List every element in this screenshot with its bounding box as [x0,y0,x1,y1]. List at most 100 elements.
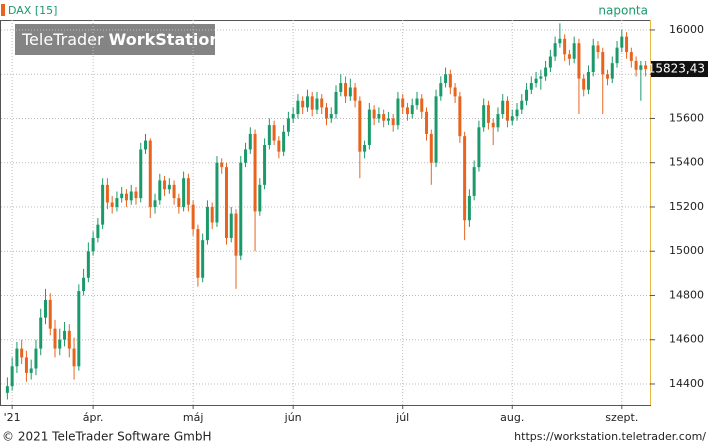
candle-body [148,140,152,207]
candle-body [501,100,505,115]
candle-body [24,357,28,373]
candle-body [29,368,33,373]
last-price-box [651,61,708,78]
candle-body [58,339,62,349]
period-label: naponta [598,4,648,18]
candle-body [634,60,638,70]
candle-body [544,67,548,77]
watermark: TeleTrader WorkStation [21,30,221,49]
candle-body [425,111,429,134]
candle-body [629,52,633,61]
candle-body [263,145,267,185]
candle-body [163,180,167,190]
candle-body [458,96,462,137]
y-tick-label: 15400 [669,156,704,169]
candle-body [577,43,581,79]
candle-body [10,366,14,387]
candle-body [67,330,71,349]
candle-body [253,133,257,212]
footer-left: © 2021 TeleTrader Software GmbH [2,430,212,444]
candle-body [72,348,76,367]
candle-body [377,114,381,119]
candle-body [563,38,567,55]
candle-body [553,43,557,57]
candle-body [401,98,405,108]
candle-body [405,107,409,115]
candle-body [534,78,538,84]
candle-body [639,65,643,70]
candle-body [529,83,533,90]
candle-body [191,204,195,230]
candle-body [53,328,57,349]
candle-body [177,198,181,207]
candle-body [339,83,343,92]
candle-body [386,118,390,121]
candle-body [215,162,219,223]
candle-body [43,299,47,318]
y-tick-label: 14400 [669,377,704,390]
candle-body [167,184,171,190]
candle-body [353,87,357,101]
candle-body [477,127,481,168]
candle-body [582,78,586,90]
candle-body [548,56,552,68]
candle-body [625,36,629,53]
candle-body [420,98,424,112]
y-tick-label: 15200 [669,200,704,213]
candle-body [348,87,352,97]
candle-body [39,317,43,349]
candle-body [282,131,286,152]
candle-body [115,198,119,207]
candle-body [572,43,576,59]
candle-body [382,114,386,121]
y-tick-label: 14600 [669,333,704,346]
candle-body [453,87,457,97]
candle-body [210,206,214,223]
x-tick-label: júl [395,411,409,424]
candle-body [144,140,148,150]
candle-body [334,91,338,115]
candle-body [286,118,290,132]
y-tick-label: 15000 [669,244,704,257]
candle-body [615,47,619,64]
candle-body [596,45,600,53]
candle-body [325,107,328,119]
candle-body [277,140,281,152]
last-price-label: 15823,43 [648,62,705,76]
candle-body [20,348,24,358]
candle-body [196,229,200,278]
candle-body [363,145,367,152]
candle-body [82,277,86,292]
candle-body [34,348,38,369]
candle-body [234,213,238,256]
candle-body [86,251,90,278]
candle-body [558,38,562,44]
candle-body [201,240,205,278]
y-tick-label: 15600 [669,111,704,124]
candle-body [491,122,495,128]
candle-body [601,52,605,75]
x-tick-label: '21 [4,411,21,424]
candle-body [567,54,571,59]
candle-body [439,83,443,97]
candle-body [320,98,324,108]
candle-body [472,167,476,196]
candle-body [372,109,376,119]
candle-body [496,114,500,128]
watermark-part: TeleTrader [21,30,104,49]
candle-body [63,330,67,340]
watermark-part: WorkStation [109,30,221,49]
candle-body [15,348,19,367]
candle-body [120,193,124,199]
candle-body [429,133,433,163]
watermark-box [15,24,215,55]
candle-body [510,116,514,121]
x-tick-label: máj [183,411,204,424]
candle-body [467,195,471,221]
candle-body [520,100,524,110]
candle-body [248,133,252,150]
candle-body [229,213,233,238]
candle-body [172,184,176,199]
